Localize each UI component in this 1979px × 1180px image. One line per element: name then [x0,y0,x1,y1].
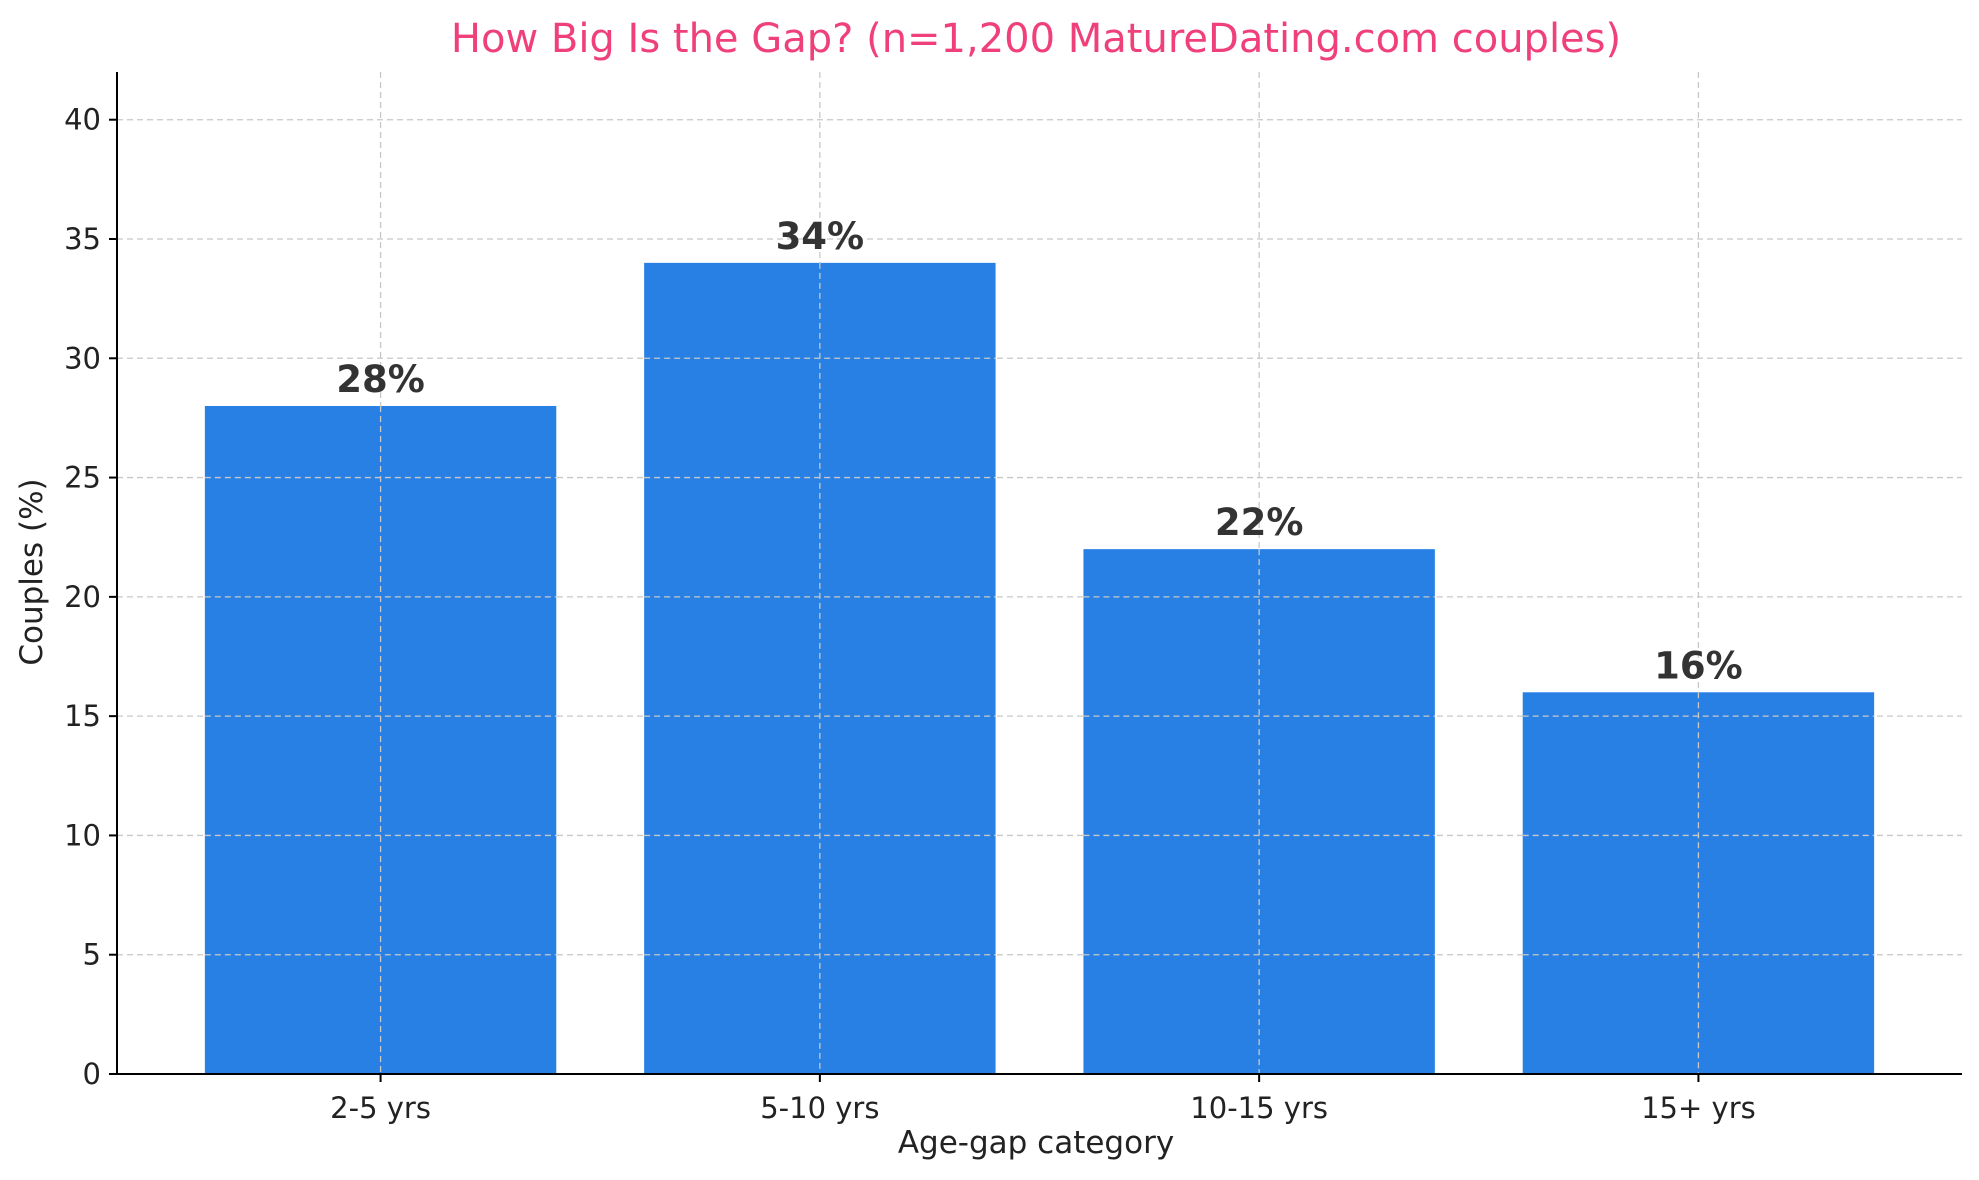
bar-data-label: 28% [336,358,425,401]
x-tick-label: 15+ yrs [1641,1091,1756,1125]
bar-data-label: 16% [1654,644,1743,687]
x-axis-label: Age-gap category [898,1125,1174,1161]
y-tick-label: 15 [64,699,101,733]
x-axis-ticks: 2-5 yrs 5-10 yrs 10-15 yrs 15+ yrs [330,1074,1756,1125]
bar-data-label: 34% [776,215,865,258]
y-tick-label: 35 [64,222,101,256]
y-axis-ticks: 0 5 10 15 20 25 30 35 40 [64,103,117,1091]
bars [204,262,1875,1074]
x-tick-label: 2-5 yrs [330,1091,431,1125]
y-tick-label: 10 [64,818,101,852]
bar-data-label: 22% [1215,501,1304,544]
y-tick-label: 20 [64,580,101,614]
data-labels: 28% 34% 22% 16% [336,215,1742,687]
y-tick-label: 0 [83,1057,101,1091]
x-tick-label: 5-10 yrs [760,1091,879,1125]
x-tick-label: 10-15 yrs [1190,1091,1328,1125]
y-tick-label: 30 [64,341,101,375]
y-tick-label: 25 [64,461,101,495]
y-tick-label: 40 [64,103,101,137]
y-axis-label: Couples (%) [14,478,50,665]
y-tick-label: 5 [83,938,101,972]
chart-title: How Big Is the Gap? (n=1,200 MatureDatin… [451,16,1621,62]
